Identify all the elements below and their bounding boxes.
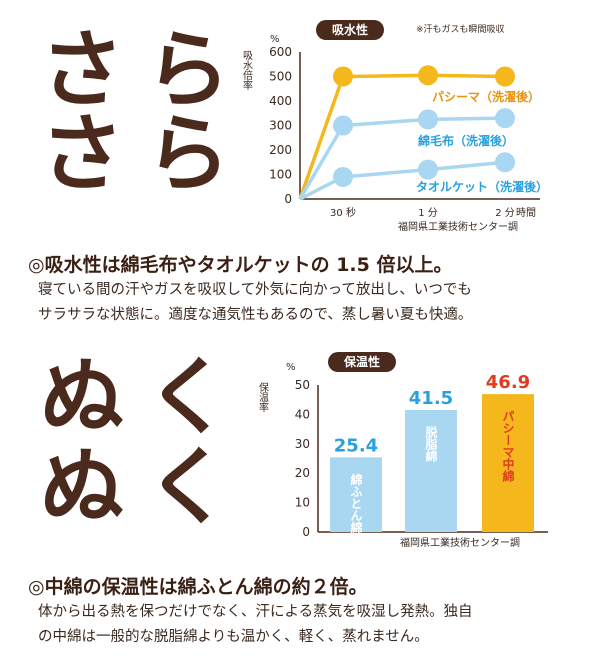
warmth-badge: 保温性 — [328, 352, 397, 372]
data-point — [495, 108, 515, 129]
bar-category-label: 綿ふとん綿 — [349, 472, 363, 534]
data-point — [418, 65, 438, 86]
y-tick-label: 500 — [269, 70, 292, 84]
bar-value-label: 25.4 — [334, 435, 378, 456]
y-tick-label: 0 — [302, 525, 310, 539]
data-point — [333, 166, 353, 187]
data-point — [495, 152, 515, 173]
absorbency-body-1: 寝ている間の汗やガスを吸収して外気に向かって放出し、いつでも — [38, 282, 472, 298]
bar-group-0: 25.4 綿ふとん綿 — [330, 435, 382, 534]
y-tick-label: 20 — [295, 466, 310, 480]
bar-group-2: 46.9 パシーマ中綿 — [482, 372, 534, 532]
bar — [482, 394, 534, 532]
absorbency-note: ※汗もガスも瞬間吸収 — [416, 25, 505, 35]
y-axis-label: 保温率 — [257, 381, 269, 413]
warmth-chart: % 保温率 0 10 20 30 40 50 25.4 綿ふとん綿 41.5 脱脂綿 46.9 パシ… — [257, 362, 548, 549]
big-text-sara-1: さら — [40, 21, 253, 119]
series-line — [298, 73, 506, 200]
y-tick-label: 30 — [295, 437, 310, 451]
y-axis-unit: % — [270, 34, 280, 45]
series-1: 綿毛布（洗濯後） — [298, 108, 515, 200]
y-tick-label: 40 — [295, 407, 310, 421]
y-tick-label: 300 — [269, 119, 292, 133]
series-line — [298, 116, 506, 200]
y-axis-label: 吸水倍率 — [241, 50, 253, 91]
series-line — [299, 160, 506, 201]
data-point — [333, 66, 353, 87]
data-point — [495, 66, 515, 87]
absorbency-body-2: サラサラな状態に。適度な通気性もあるので、蒸し暑い夏も快適。 — [38, 307, 473, 323]
series-label: 綿毛布（洗濯後） — [418, 133, 514, 148]
series-label: パシーマ（洗濯後） — [432, 89, 540, 104]
absorbency-chart: % 吸水倍率 0 100 200 300 400 500 600 パシーマ（洗濯後） 綿毛布（… — [241, 34, 549, 233]
big-text-nuku-1: ぬく — [40, 348, 253, 446]
y-tick-label: 400 — [269, 94, 292, 108]
bar-value-label: 46.9 — [486, 372, 530, 393]
x-axis-label: 時間 — [516, 207, 536, 219]
bar-category-label: パシーマ中綿 — [501, 410, 515, 483]
y-tick-label: 600 — [269, 45, 292, 59]
series-label: タオルケット（洗濯後） — [416, 179, 548, 194]
series-2: タオルケット（洗濯後） — [299, 152, 548, 201]
data-point — [418, 159, 438, 180]
series-0: パシーマ（洗濯後） — [298, 65, 540, 200]
x-tick-label: 30 秒 — [330, 206, 356, 219]
big-text-nuku-2: ぬく — [40, 438, 253, 536]
warmth-body-1: 体から出る熱を保つだけでなく、汗による蒸気を吸湿し発熱。独自 — [38, 604, 473, 620]
y-tick-label: 10 — [295, 496, 310, 510]
bar-value-label: 41.5 — [409, 388, 453, 409]
warmth-headline: ◎中綿の保温性は綿ふとん綿の約２倍。 — [28, 576, 368, 598]
y-tick-label: 0 — [284, 192, 292, 206]
y-axis-unit: % — [286, 362, 296, 373]
absorbency-badge: 吸水性 — [316, 20, 385, 40]
warmth-body-2: の中綿は一般的な脱脂綿よりも温かく、軽く、蒸れません。 — [38, 629, 429, 645]
y-tick-label: 50 — [295, 378, 310, 392]
chart-source: 福岡県工業技術センター調 — [400, 536, 520, 549]
x-tick-label: 1 分 — [418, 207, 438, 219]
bar-group-1: 41.5 脱脂綿 — [405, 388, 457, 532]
y-tick-label: 100 — [269, 168, 292, 182]
x-tick-label: 2 分 — [495, 207, 515, 219]
absorbency-headline: ◎吸水性は綿毛布やタオルケットの 1.5 倍以上。 — [28, 254, 453, 276]
bar — [405, 409, 457, 532]
chart-source: 福岡県工業技術センター調 — [398, 220, 518, 233]
data-point — [418, 109, 438, 130]
bar — [330, 457, 382, 532]
bar-category-label: 脱脂綿 — [424, 425, 438, 463]
y-tick-label: 200 — [269, 143, 292, 157]
big-text-sara-2: さら — [40, 105, 253, 203]
data-point — [333, 115, 353, 136]
